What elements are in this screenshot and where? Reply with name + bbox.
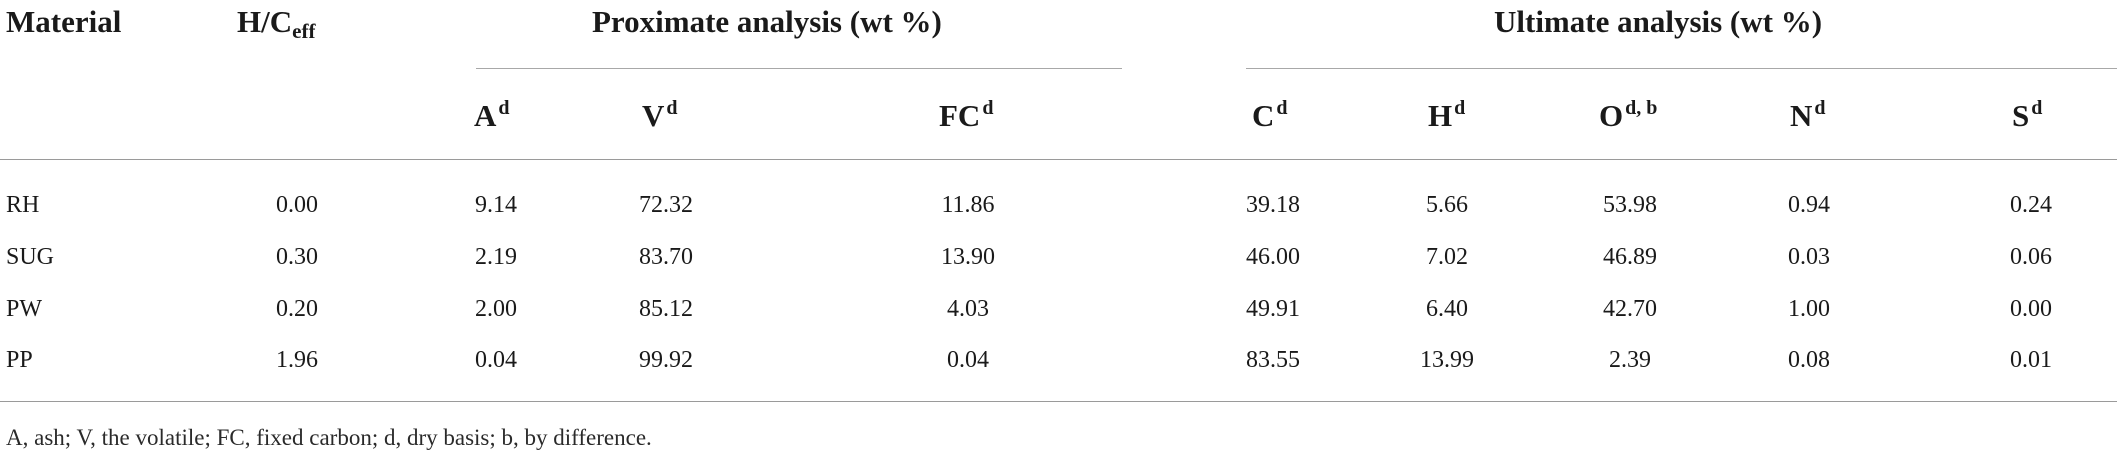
cell-v: 85.12	[639, 296, 693, 322]
proximate-group-rule	[476, 68, 1122, 69]
cell-v: 72.32	[639, 192, 693, 218]
cell-material: RH	[6, 192, 40, 218]
cell-fc: 0.04	[947, 347, 989, 373]
cell-fc: 4.03	[947, 296, 989, 322]
table-footnote: A, ash; V, the volatile; FC, fixed carbo…	[6, 425, 652, 450]
cell-o: 42.70	[1603, 296, 1657, 322]
table-bottom-rule	[0, 401, 2117, 402]
cell-h: 7.02	[1426, 244, 1468, 270]
cell-s: 0.06	[2010, 244, 2052, 270]
cell-v: 99.92	[639, 347, 693, 373]
header-bottom-rule	[0, 159, 2117, 160]
cell-h: 6.40	[1426, 296, 1468, 322]
cell-material: SUG	[6, 244, 55, 270]
cell-v: 83.70	[639, 244, 693, 270]
cell-o: 46.89	[1603, 244, 1657, 270]
cell-hc: 0.20	[276, 296, 318, 322]
cell-a: 2.00	[475, 296, 517, 322]
cell-o: 2.39	[1609, 347, 1651, 373]
ultimate-group-rule	[1246, 68, 2117, 69]
cell-a: 9.14	[475, 192, 517, 218]
header-hc-main: H/C	[237, 4, 293, 39]
header-hc-subscript: eff	[292, 19, 316, 43]
cell-hc: 0.30	[276, 244, 318, 270]
cell-n: 0.03	[1788, 244, 1830, 270]
cell-c: 46.00	[1246, 244, 1300, 270]
cell-fc: 11.86	[941, 192, 995, 218]
cell-n: 0.94	[1788, 192, 1830, 218]
header-material: Material	[6, 4, 122, 39]
cell-c: 39.18	[1246, 192, 1300, 218]
cell-material: PP	[6, 347, 33, 373]
cell-s: 0.00	[2010, 296, 2052, 322]
cell-c: 83.55	[1246, 347, 1300, 373]
cell-s: 0.24	[2010, 192, 2052, 218]
cell-material: PW	[6, 296, 42, 322]
cell-n: 0.08	[1788, 347, 1830, 373]
cell-n: 1.00	[1788, 296, 1830, 322]
cell-hc: 0.00	[276, 192, 318, 218]
cell-h: 13.99	[1420, 347, 1474, 373]
cell-c: 49.91	[1246, 296, 1300, 322]
cell-hc: 1.96	[276, 347, 318, 373]
cell-o: 53.98	[1603, 192, 1657, 218]
cell-fc: 13.90	[941, 244, 995, 270]
header-hc-eff: H/Ceff	[237, 4, 315, 43]
cell-a: 0.04	[475, 347, 517, 373]
header-proximate-analysis: Proximate analysis (wt %)	[592, 4, 942, 39]
cell-a: 2.19	[475, 244, 517, 270]
subheader-fc: FC d	[939, 97, 994, 133]
header-ultimate-analysis: Ultimate analysis (wt %)	[1494, 4, 1823, 39]
cell-s: 0.01	[2010, 347, 2052, 373]
cell-h: 5.66	[1426, 192, 1468, 218]
